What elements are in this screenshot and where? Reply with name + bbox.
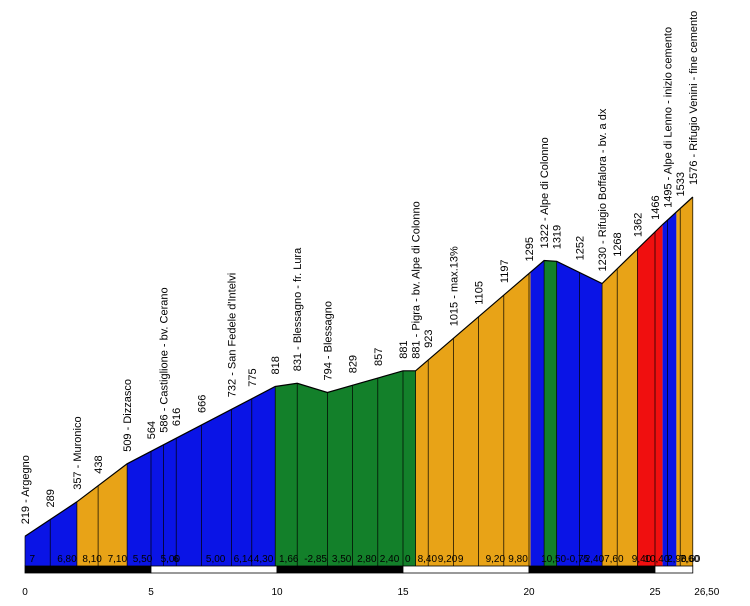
gradient-label: 5,50 [133,554,153,565]
gradient-label: 1,66 [279,554,299,565]
profile-segment-12 [676,197,693,566]
gradient-label: 9,20 [438,554,458,565]
point-label: 438 [93,455,105,473]
km-scale-bar [528,565,656,574]
point-label: 564 [146,421,158,439]
point-label: 219 - Argegno [20,455,32,524]
profile-segment-2 [76,463,128,566]
point-label: 1252 [574,236,586,260]
x-tick-label: 20 [523,587,535,598]
gradient-label: 10,50 [541,554,566,565]
point-label: 1495 - Alpe di Lenno - inizio cemento [663,27,675,208]
point-label: 1322 - Alpe di Colonno [539,137,551,248]
gradient-label: 7,10 [108,554,128,565]
gradient-label: 2,80 [357,554,377,565]
point-label: 1576 - Rifugio Venini - fine cemento [688,11,700,185]
gradient-label: 10,40 [644,554,669,565]
gradient-label: 5,00 [161,554,181,565]
profile-segment-4 [275,370,416,566]
gradient-label: 4,30 [254,554,274,565]
km-divider-layer [24,197,694,566]
point-label: 881 [398,340,410,358]
point-label: 1466 [650,195,662,219]
gradient-label: 5,00 [206,554,226,565]
point-label: 586 - Castiglione - bv. Cerano [159,287,171,432]
x-tick-label: 5 [148,587,154,598]
gradient-label: 7 [30,554,36,565]
gradient-label: 0 [405,554,411,565]
km-scale-bar [654,565,694,574]
point-label: 616 [171,408,183,426]
point-label: 666 [196,395,208,413]
gradient-label: 7,60 [604,554,624,565]
point-label: 818 [270,356,282,374]
point-label: 1105 [474,281,486,305]
point-label: 794 - Blessagno [322,301,334,381]
point-label: 857 [373,348,385,366]
point-label: 289 [45,489,57,507]
point-label: 923 [423,330,435,348]
gradient-label: 6 [173,554,179,565]
point-label: 509 - Dizzasco [122,379,134,452]
gradient-label: -2,85 [304,554,327,565]
profile-outline [24,196,694,537]
gradient-label: 2,90 [667,554,687,565]
profile-segment-10 [637,224,663,566]
gradient-label: 9,40 [632,554,652,565]
point-label: 1230 - Rifugio Boffalora - bv. a dx [597,108,609,271]
point-label: 1362 [632,213,644,237]
gradient-label: -2,40 [581,554,604,565]
x-tick-label: 25 [649,587,661,598]
profile-segment-1 [25,501,77,566]
point-label: 357 - Muronico [72,416,84,489]
gradient-label: 9 [458,554,464,565]
point-label: 881 - Pigra - bv. Alpe di Colonno [411,201,423,359]
point-label: 829 [348,355,360,373]
gradient-label: 8,10 [82,554,102,565]
gradient-label-layer: 7 6,80 8,10 7,10 5,50 5,006 5,00 6,14 4,30 1,66 -2… [30,554,701,565]
gradient-label: 2,40 [380,554,400,565]
km-axis: 0 5 10 15 20 25 26,50 [22,565,720,598]
gradient-label: 8,60 [681,554,701,565]
point-label: 1197 [499,259,511,283]
profile-segment-11 [662,211,677,566]
point-label: 1015 - max.13% [448,246,460,326]
x-tick-label: 15 [397,587,409,598]
km-scale-bar [24,565,152,574]
point-label: 1295 [524,237,536,261]
gradient-label: 6,80 [57,554,77,565]
point-label: 775 [247,368,259,386]
km-scale-bar [276,565,404,574]
gradient-label: 6,14 [234,554,254,565]
gradient-label: 3,50 [332,554,352,565]
point-label: 831 - Blessagno - fr. Lura [292,247,304,371]
profile-segment-6 [530,260,545,566]
gradient-label: 7,60 [680,554,700,565]
gradient-label: 9,80 [508,554,528,565]
point-label: 732 - San Fedele d'Intelvi [227,273,239,397]
x-tick-label: 10 [271,587,283,598]
point-label-layer: 219 - Argegno 289 357 - Muronico 438 509 - D… [20,11,700,525]
x-tick-label: 0 [22,587,28,598]
km-scale-bar [150,565,278,574]
km-scale-bar [402,565,530,574]
point-label: 1268 [612,232,624,256]
profile-segment-5 [415,272,531,566]
point-label: 1319 [552,225,564,249]
point-label: 1533 [675,172,687,196]
profile-segment-9 [602,249,638,566]
gradient-label: -0,75 [566,554,589,565]
gradient-label: 8,40 [418,554,438,565]
gradient-label: 9,20 [486,554,506,565]
x-total-distance-label: 26,50 [694,587,719,598]
profile-segment-7 [544,260,557,566]
profile-outline-layer [24,196,694,537]
